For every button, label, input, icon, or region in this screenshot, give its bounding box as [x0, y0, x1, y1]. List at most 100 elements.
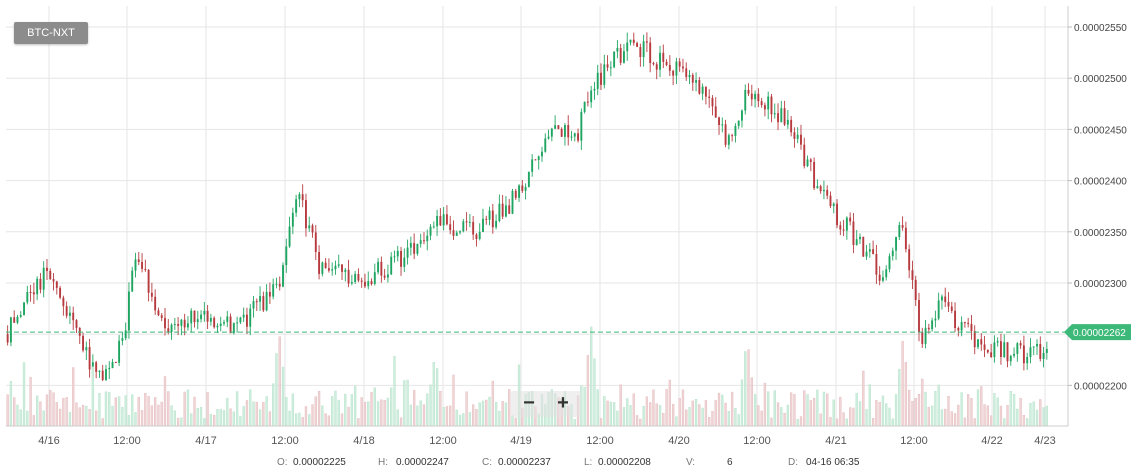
volume-bar [1006, 405, 1009, 427]
x-tick-label: 4/21 [825, 435, 846, 447]
candle-body [75, 320, 78, 328]
candle-body [790, 119, 793, 133]
candle-body [859, 236, 861, 240]
candle-body [331, 269, 334, 271]
candle-body [278, 283, 281, 287]
candle-body [616, 47, 619, 52]
candles-group [6, 32, 1048, 382]
candle-body [1029, 347, 1032, 358]
candle-body [32, 292, 35, 295]
volume-bar [26, 410, 29, 427]
volume-bar [275, 353, 278, 427]
zoom-out-button[interactable]: − [523, 392, 535, 414]
candle-body [347, 269, 350, 284]
candle-body [478, 231, 481, 239]
candle-body [901, 225, 904, 228]
volume-bar [924, 391, 927, 427]
volume-bar [9, 381, 13, 427]
volume-bar [940, 409, 944, 427]
volume-bar [599, 418, 603, 427]
volume-bar [439, 390, 442, 427]
volume-bar [373, 387, 376, 427]
volume-bar [206, 392, 209, 427]
volume-bar [750, 377, 753, 427]
plot-area [6, 6, 1068, 427]
zoom-in-button[interactable]: + [557, 392, 569, 414]
candle-body [603, 64, 606, 85]
volume-bar [445, 406, 449, 427]
candle-body [160, 315, 163, 318]
candle-body [803, 144, 806, 167]
volume-bar [239, 415, 242, 427]
candle-body [701, 86, 704, 94]
volume-bar [901, 341, 904, 427]
candle-body [908, 249, 911, 271]
candle-body [459, 231, 461, 233]
volume-bar [442, 407, 445, 427]
volume-bar [449, 405, 452, 427]
volume-bar [1012, 394, 1016, 427]
candle-body [88, 347, 91, 370]
volume-bar [78, 407, 81, 427]
candle-body [662, 52, 665, 62]
volume-bar [698, 404, 701, 427]
volume-bar [632, 393, 635, 427]
candle-body [127, 291, 130, 331]
candle-body [744, 89, 747, 111]
candle-body [1003, 342, 1006, 358]
volume-bar [311, 404, 314, 427]
candle-body [190, 310, 193, 324]
volume-bar [573, 419, 576, 427]
candle-body [750, 93, 753, 100]
volume-bar [291, 393, 295, 427]
candle-body [436, 215, 439, 227]
volume-bar [39, 401, 42, 427]
zoom-controls: − + [511, 391, 581, 417]
candle-body [239, 317, 242, 323]
candle-body [170, 324, 173, 333]
candle-body [547, 136, 550, 139]
candle-body [511, 190, 514, 214]
volume-bar [921, 378, 924, 427]
candle-body [101, 370, 104, 380]
volume-bar [452, 374, 455, 427]
candle-body [990, 352, 993, 358]
volume-bar [1039, 399, 1042, 427]
volume-bar [265, 396, 268, 427]
candle-body [452, 230, 455, 236]
volume-bar [809, 400, 812, 427]
volume-bar [616, 410, 619, 427]
volume-bar [635, 415, 639, 427]
candle-body [193, 310, 196, 323]
volume-bar [773, 390, 776, 427]
volume-bar [88, 409, 91, 427]
candle-body [668, 65, 671, 71]
candle-body [563, 125, 566, 137]
volume-bar [285, 397, 288, 427]
candle-body [249, 308, 252, 327]
candle-body [934, 318, 937, 321]
candle-body [652, 62, 655, 65]
candle-body [183, 319, 186, 328]
candle-body [645, 41, 648, 43]
volume-bar [13, 397, 16, 427]
y-tick-label: 0.00002300 [1074, 279, 1127, 290]
volume-bar [714, 400, 717, 427]
candle-body [960, 321, 963, 331]
volume-bar [176, 417, 180, 427]
candle-body [472, 221, 475, 235]
volume-bar [62, 397, 65, 427]
candle-body [52, 279, 55, 282]
candle-body [855, 239, 858, 246]
candle-body [557, 125, 560, 129]
candle-body [1032, 346, 1035, 348]
candle-body [291, 212, 294, 227]
x-tick-label: 4/23 [1034, 435, 1055, 447]
volume-bar [163, 376, 167, 427]
pair-selector-button[interactable]: BTC-NXT [14, 22, 88, 44]
volume-bar [147, 396, 150, 427]
candle-body [223, 322, 225, 324]
candle-body [678, 61, 681, 67]
volume-bar [757, 405, 760, 427]
